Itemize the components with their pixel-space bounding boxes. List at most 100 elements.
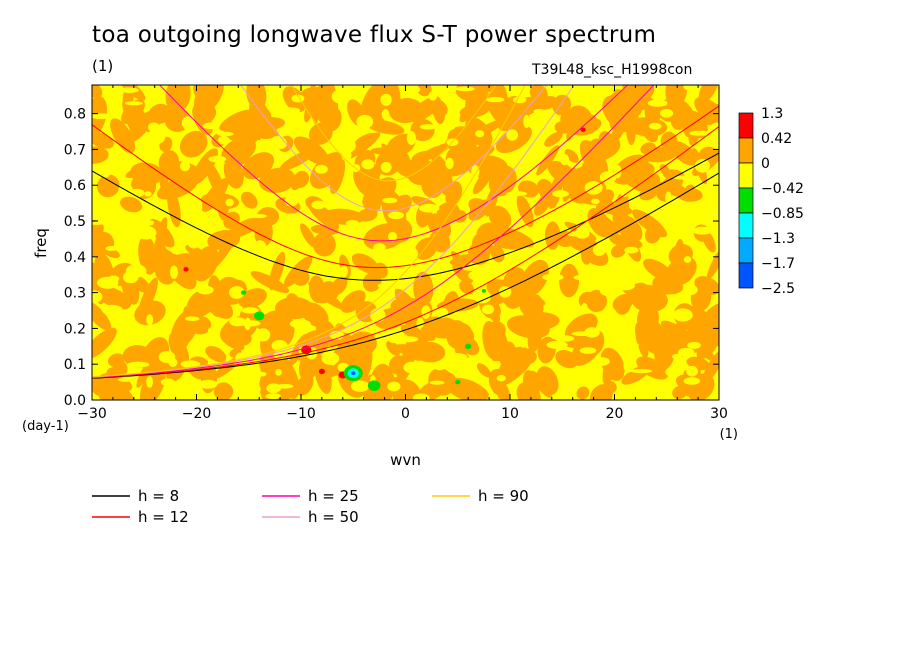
field-patch [381,292,392,300]
field-patch [251,214,267,219]
field-patch [270,147,280,154]
x-tick-label: 10 [501,406,519,422]
field-patch [340,290,366,313]
field-patch [101,304,123,316]
field-patch [381,109,390,120]
field-patch [542,273,564,281]
field-patch [160,378,175,386]
field-patch [241,191,258,209]
field-patch [660,281,684,295]
x-tick-label: 30 [710,406,728,422]
field-patch [579,140,609,179]
field-patch [321,352,340,365]
field-patch [249,97,274,138]
field-patch [694,276,719,296]
mrg-curve-h25 [92,85,655,378]
field-patch [146,376,154,388]
field-patch [623,329,634,335]
legend-label: h = 90 [478,487,529,505]
field-patch [512,96,527,104]
legend-label: h = 50 [308,508,359,526]
mrg-curve-h90 [92,85,526,378]
colorbar-label: −1.3 [761,231,795,247]
anomaly-blob [254,311,265,321]
field-patch [490,167,504,188]
field-patch [606,381,617,394]
field-patch [578,291,595,308]
field-patch [431,154,454,196]
field-patch [312,232,336,257]
field-patch [579,347,597,354]
field-patch [217,131,234,137]
field-patch [450,377,490,400]
field-patch [388,231,397,242]
field-patch [99,214,111,223]
field-patch [419,124,437,130]
field-patch [227,145,251,166]
field-patch [366,119,405,135]
field-patch [546,207,569,216]
field-patch [344,132,381,160]
field-patch [416,317,424,329]
field-patch [304,95,316,123]
run-label: T39L48_ksc_H1998con [532,62,693,78]
mrg-curve-h8 [92,172,719,379]
field-patch [560,154,569,166]
mrg-curve-h50 [92,85,575,378]
field-patch [158,150,179,174]
field-patch [100,164,111,178]
legend-label: h = 25 [308,487,359,505]
field-patch [601,136,612,148]
field-patch [186,380,198,394]
field-patch [340,138,356,153]
anomaly-blob [455,379,461,385]
field-patch [683,85,699,91]
field-patch [602,95,624,123]
field-patch [347,339,368,361]
x-tick-label: −30 [77,406,107,422]
field-patch [520,259,549,297]
field-patch [168,332,190,367]
field-patch [665,191,672,204]
x-axis-label: wvn [390,451,421,469]
field-patch [592,244,606,256]
field-patch [516,194,534,228]
field-patch [285,293,300,311]
colorbar-swatch [738,162,754,189]
field-patch [700,302,719,333]
field-patch [554,335,575,342]
field-patch [429,380,445,385]
field-patch [671,353,683,360]
field-patch [584,327,600,338]
field-patch [536,366,559,395]
field-patch [120,196,143,213]
field-patch [397,336,419,343]
field-patch [649,122,662,130]
field-patch [268,381,302,400]
field-patch [576,386,590,400]
field-patch [697,103,715,121]
field-patch [140,244,177,266]
colorbar-label: −0.85 [761,206,804,222]
field-patch [92,300,112,331]
anomaly-blob [465,343,472,350]
field-patch [668,252,686,282]
field-patch [110,118,136,154]
field-patch [599,171,617,183]
field-patch [597,214,619,237]
field-patch [229,286,245,299]
field-patch [256,328,271,342]
field-patch [564,149,579,163]
field-patch [205,345,227,363]
field-patch [488,393,498,400]
field-patch [573,275,585,280]
field-patch [167,188,181,228]
y-tick-label: 0.4 [64,250,86,266]
field-patch [646,245,656,258]
field-patch [647,99,668,107]
field-patch [678,347,695,357]
field-patch [692,226,713,235]
anomaly-blob [367,380,381,391]
colorbar-swatch [738,262,754,289]
field-patch [218,135,230,145]
